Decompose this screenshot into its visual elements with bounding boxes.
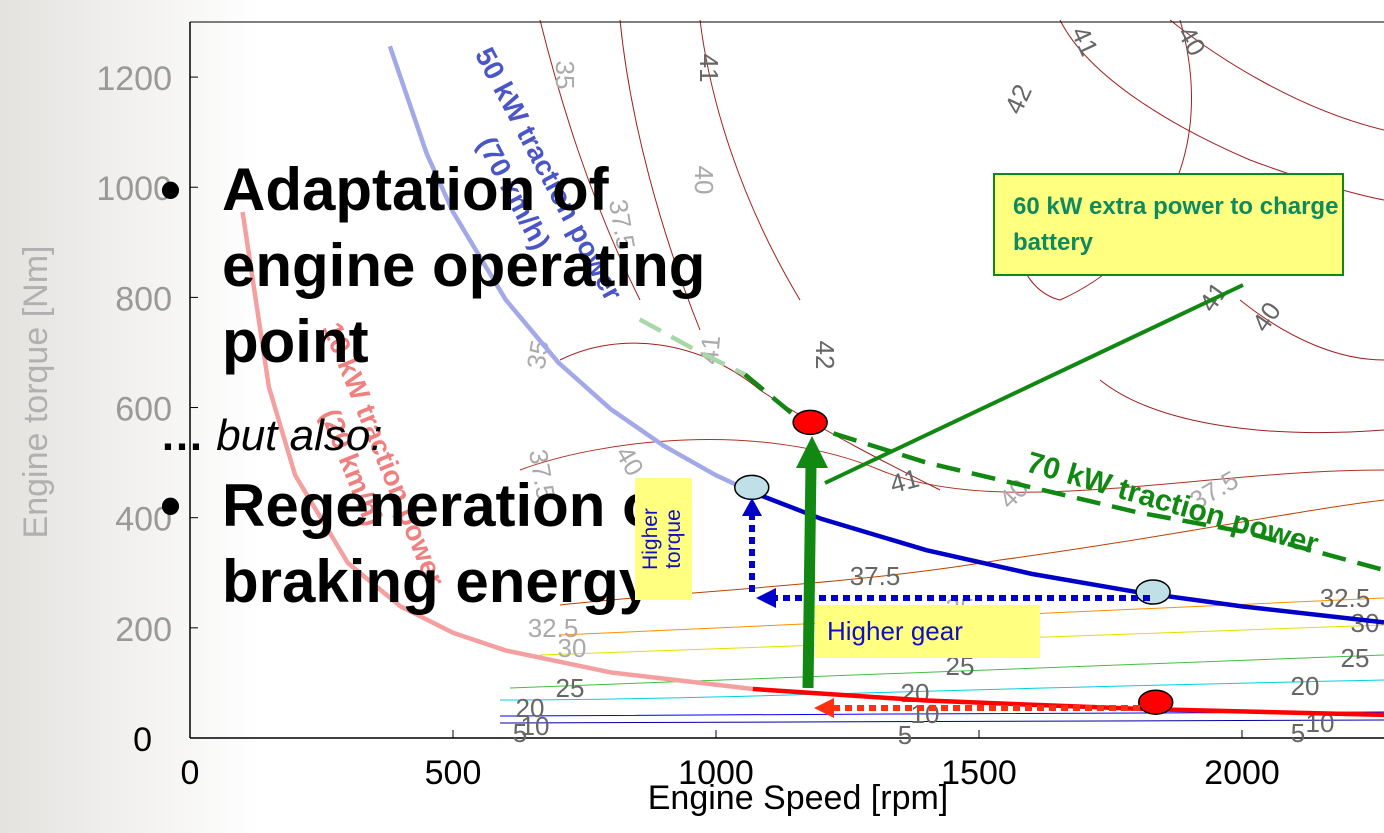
contour-label: 37.5 <box>850 561 901 591</box>
x-tick-label: 500 <box>425 754 482 792</box>
annotation-text: Higher torque <box>639 478 687 600</box>
y-tick-label: 1200 <box>96 60 172 98</box>
operating-point <box>1139 690 1173 714</box>
contour-label: 20 <box>1291 671 1320 701</box>
contour-label: 25 <box>1341 643 1370 673</box>
arrow-extra-power <box>808 465 811 688</box>
contour-label: 40 <box>1172 21 1212 61</box>
bullet-text: Regeneration of braking energy <box>222 472 679 615</box>
contour-label: 41 <box>1193 276 1234 317</box>
y-axis-title: Engine torque [Nm] <box>17 246 55 539</box>
curve-label: 70 kW traction power <box>1023 446 1322 561</box>
contour-label: 5 <box>1291 718 1305 748</box>
x-tick-label: 1500 <box>941 754 1017 792</box>
contour-label: 41 <box>694 54 724 83</box>
contour-label: 25 <box>556 673 585 703</box>
operating-point <box>793 410 827 434</box>
bullet: • <box>160 152 181 228</box>
transition-text: but also: <box>216 411 382 460</box>
bullet-text: Adaptation of engine operating point <box>222 156 705 375</box>
x-tick-label: 2000 <box>1204 754 1280 792</box>
arrow-head <box>756 588 776 608</box>
contour-label: 30 <box>558 633 587 663</box>
contour-label: 41 <box>1065 22 1104 61</box>
x-tick-label: 0 <box>181 754 200 792</box>
power-curve <box>753 492 1384 622</box>
contour-label: 5 <box>513 718 527 748</box>
contour-label: 41 <box>887 463 923 499</box>
x-tick-label: 1000 <box>678 754 754 792</box>
arrow-head <box>814 698 834 718</box>
contour-label: 35 <box>550 61 580 90</box>
bullet-item: • Adaptation of engine operating point <box>160 152 720 380</box>
page: {"chart_data": { "type": "line", "xlabel… <box>0 0 1384 833</box>
contour-label: 40 <box>1246 296 1287 337</box>
bullet: • <box>160 468 181 544</box>
contour-label: 42 <box>810 341 840 370</box>
transition: … but also: <box>160 406 720 466</box>
y-tick-label: 0 <box>133 721 152 759</box>
arrow-head <box>742 498 762 516</box>
ellipsis: … <box>160 411 204 460</box>
operating-point <box>1136 580 1170 604</box>
contour-label: 10 <box>911 699 940 729</box>
contour-label: 42 <box>998 80 1037 119</box>
contour-label: 5 <box>898 720 912 750</box>
annotation-box: Higher torque <box>635 478 692 600</box>
annotation-box: 60 kW extra power to charge battery <box>993 173 1344 276</box>
operating-point <box>735 475 769 499</box>
annotation-box: Higher gear <box>815 605 1040 658</box>
